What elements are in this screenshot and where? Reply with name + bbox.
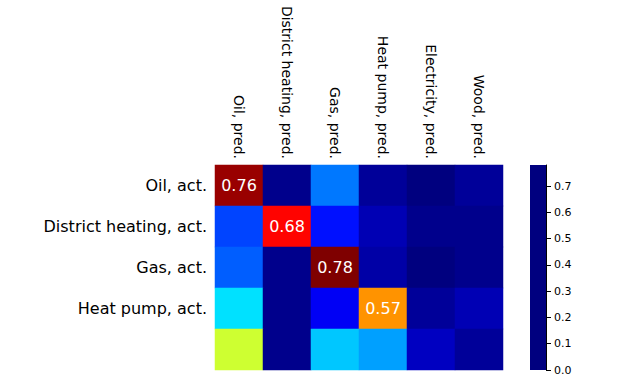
svg-text:District heating, pred.: District heating, pred. — [279, 6, 295, 159]
svg-text:Gas, act.: Gas, act. — [136, 258, 207, 277]
svg-text:0.2: 0.2 — [554, 311, 572, 324]
svg-text:Oil, act.: Oil, act. — [145, 176, 207, 195]
svg-text:Electricity, pred.: Electricity, pred. — [423, 44, 439, 159]
svg-text:0.78: 0.78 — [317, 258, 353, 277]
svg-text:Oil, pred.: Oil, pred. — [231, 95, 247, 159]
svg-text:0.76: 0.76 — [221, 176, 257, 195]
svg-text:Heat pump, act.: Heat pump, act. — [78, 299, 207, 318]
svg-text:District heating, act.: District heating, act. — [44, 217, 208, 236]
svg-text:Wood, pred.: Wood, pred. — [471, 75, 487, 159]
svg-text:0.1: 0.1 — [554, 337, 572, 350]
svg-text:0.7: 0.7 — [554, 180, 572, 193]
svg-text:0.57: 0.57 — [365, 299, 401, 318]
svg-text:0.68: 0.68 — [269, 217, 305, 236]
svg-text:0.5: 0.5 — [554, 232, 572, 245]
svg-text:0.0: 0.0 — [554, 364, 572, 376]
svg-text:Gas, pred.: Gas, pred. — [327, 87, 343, 159]
svg-text:0.4: 0.4 — [554, 258, 572, 271]
svg-text:0.3: 0.3 — [554, 285, 572, 298]
svg-text:0.6: 0.6 — [554, 206, 572, 219]
svg-text:Heat pump, pred.: Heat pump, pred. — [375, 36, 391, 159]
